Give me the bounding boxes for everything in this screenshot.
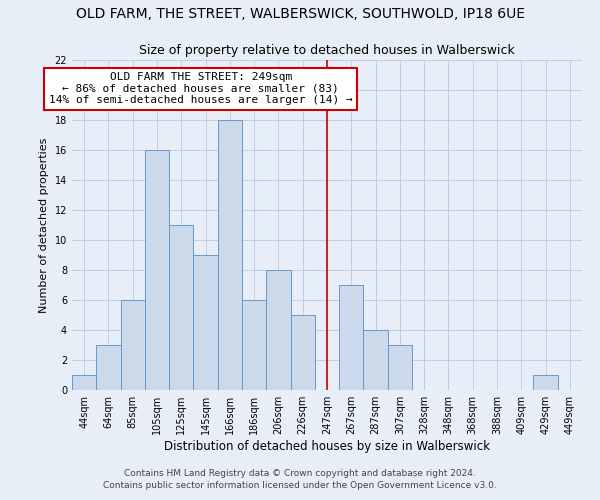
Bar bbox=[169, 225, 193, 390]
Bar bbox=[96, 345, 121, 390]
Y-axis label: Number of detached properties: Number of detached properties bbox=[39, 138, 49, 312]
Bar bbox=[339, 285, 364, 390]
Bar bbox=[145, 150, 169, 390]
Bar bbox=[266, 270, 290, 390]
Bar bbox=[388, 345, 412, 390]
Bar bbox=[218, 120, 242, 390]
Text: OLD FARM THE STREET: 249sqm
← 86% of detached houses are smaller (83)
14% of sem: OLD FARM THE STREET: 249sqm ← 86% of det… bbox=[49, 72, 353, 105]
Title: Size of property relative to detached houses in Walberswick: Size of property relative to detached ho… bbox=[139, 44, 515, 58]
Bar bbox=[290, 315, 315, 390]
Bar bbox=[72, 375, 96, 390]
Bar bbox=[242, 300, 266, 390]
Bar bbox=[364, 330, 388, 390]
Bar bbox=[533, 375, 558, 390]
Text: OLD FARM, THE STREET, WALBERSWICK, SOUTHWOLD, IP18 6UE: OLD FARM, THE STREET, WALBERSWICK, SOUTH… bbox=[76, 8, 524, 22]
Bar bbox=[193, 255, 218, 390]
X-axis label: Distribution of detached houses by size in Walberswick: Distribution of detached houses by size … bbox=[164, 440, 490, 453]
Text: Contains HM Land Registry data © Crown copyright and database right 2024.
Contai: Contains HM Land Registry data © Crown c… bbox=[103, 469, 497, 490]
Bar bbox=[121, 300, 145, 390]
